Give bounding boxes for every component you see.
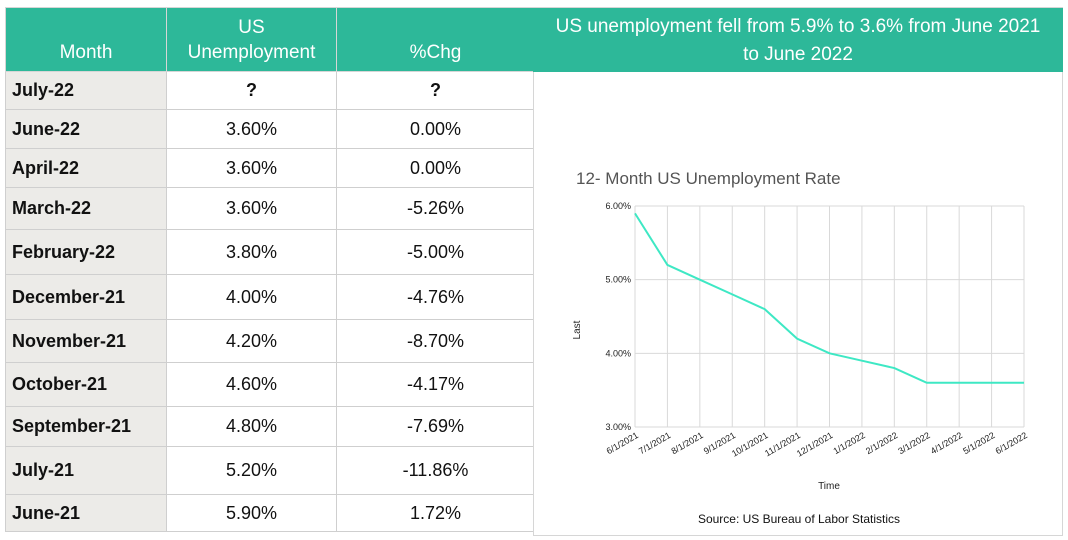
table-body: July-22?? June-22 3.60% 0.00% April-22 3.60% 0… (5, 71, 535, 532)
table-row: July-21 5.20% -11.86% (5, 446, 535, 495)
month-cell: July-22 (5, 71, 167, 110)
pct-change-cell: -5.00% (336, 229, 535, 275)
x-tick-label: 8/1/2021 (669, 430, 704, 456)
chart-headline-line1: US unemployment fell from 5.9% to 3.6% f… (555, 16, 1041, 37)
x-tick-label: 1/1/2022 (832, 430, 867, 456)
rate-cell: 5.90% (166, 494, 337, 532)
pct-change-cell: -4.17% (336, 362, 535, 407)
table-row: September-21 4.80% -7.69% (5, 406, 535, 447)
chart-grid (634, 205, 1025, 428)
rate-cell: 4.00% (166, 274, 337, 320)
table-row: December-21 4.00% -4.76% (5, 274, 535, 320)
month-cell: December-21 (5, 274, 167, 320)
month-cell: July-21 (5, 446, 167, 495)
pct-change-cell: -11.86% (336, 446, 535, 495)
x-tick-label: 10/1/2021 (730, 430, 770, 459)
rate-cell: 3.60% (166, 187, 337, 230)
table-header-row: Month US Unemployment %Chg (5, 7, 535, 72)
chart-headline: US unemployment fell from 5.9% to 3.6% f… (533, 7, 1063, 72)
month-cell: June-22 (5, 109, 167, 149)
chart-panel: 12- Month US Unemployment Rate 3.00% 4.00… (533, 72, 1063, 536)
rate-cell: 3.60% (166, 148, 337, 188)
header-unemployment-line2: Unemployment (187, 42, 316, 63)
y-tick-label: 6.00% (605, 201, 631, 211)
month-cell: April-22 (5, 148, 167, 188)
table-row: October-21 4.60% -4.17% (5, 362, 535, 407)
header-pct-change: %Chg (336, 7, 535, 72)
table-row: June-21 5.90% 1.72% (5, 494, 535, 532)
pct-change-cell: 0.00% (336, 148, 535, 188)
month-cell: September-21 (5, 406, 167, 447)
unemployment-table: Month US Unemployment %Chg July-22?? June… (5, 7, 535, 532)
rate-cell: 4.20% (166, 319, 337, 363)
rate-cell: 3.80% (166, 229, 337, 275)
x-tick-label: 6/1/2021 (605, 430, 640, 456)
header-month: Month (5, 7, 167, 72)
table-row: April-22 3.60% 0.00% (5, 148, 535, 188)
pct-change-cell: 0.00% (336, 109, 535, 149)
x-axis-ticks: 6/1/20217/1/20218/1/20219/1/202110/1/202… (605, 430, 1029, 459)
header-us-unemployment: US Unemployment (166, 7, 337, 72)
pct-change-cell: -8.70% (336, 319, 535, 363)
rate-cell: 5.20% (166, 446, 337, 495)
x-tick-label: 12/1/2021 (795, 430, 835, 459)
pct-change-cell: -7.69% (336, 406, 535, 447)
month-cell: March-22 (5, 187, 167, 230)
month-cell: October-21 (5, 362, 167, 407)
x-tick-label: 6/1/2022 (994, 430, 1029, 456)
pct-change-cell: -5.26% (336, 187, 535, 230)
y-tick-label: 5.00% (605, 275, 631, 285)
month-cell: November-21 (5, 319, 167, 363)
table-row: June-22 3.60% 0.00% (5, 109, 535, 149)
unemployment-table-container: Month US Unemployment %Chg July-22?? June… (5, 7, 535, 532)
x-tick-label: 4/1/2022 (929, 430, 964, 456)
pct-change-cell: ? (336, 71, 535, 110)
x-tick-label: 7/1/2021 (637, 430, 672, 456)
y-axis-label: Last (572, 320, 583, 339)
source-note: Source: US Bureau of Labor Statistics (697, 512, 901, 526)
x-tick-label: 5/1/2022 (961, 430, 996, 456)
chart-headline-line2: to June 2022 (743, 44, 853, 65)
table-row: November-21 4.20% -8.70% (5, 319, 535, 363)
chart-title: 12- Month US Unemployment Rate (576, 169, 841, 188)
rate-cell: 4.60% (166, 362, 337, 407)
pct-change-cell: 1.72% (336, 494, 535, 532)
x-axis-label: Time (818, 481, 840, 492)
rate-cell: ? (166, 71, 337, 110)
series-line (634, 212, 1024, 384)
y-tick-label: 3.00% (605, 422, 631, 432)
y-axis-ticks: 3.00% 4.00% 5.00% 6.00% (605, 201, 631, 432)
month-cell: February-22 (5, 229, 167, 275)
unemployment-line-chart: 12- Month US Unemployment Rate 3.00% 4.00… (572, 169, 1029, 492)
rate-cell: 4.80% (166, 406, 337, 447)
x-tick-label: 3/1/2022 (896, 430, 931, 456)
y-tick-label: 4.00% (605, 348, 631, 358)
table-row: February-22 3.80% -5.00% (5, 229, 535, 275)
x-tick-label: 2/1/2022 (864, 430, 899, 456)
pct-change-cell: -4.76% (336, 274, 535, 320)
month-cell: June-21 (5, 494, 167, 532)
table-row: July-22?? (5, 71, 535, 110)
header-unemployment-line1: US (238, 17, 265, 38)
table-row: March-22 3.60% -5.26% (5, 187, 535, 230)
rate-cell: 3.60% (166, 109, 337, 149)
